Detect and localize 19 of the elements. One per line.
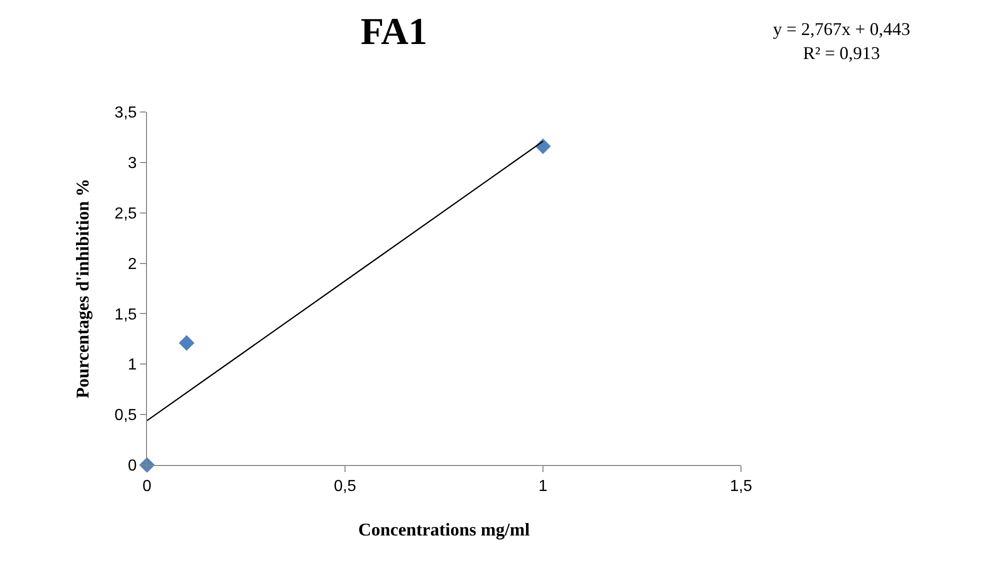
y-tick-label: 2,5	[114, 205, 137, 222]
x-tick-label: 0,5	[334, 478, 356, 496]
x-tick-label: 0	[142, 478, 152, 496]
y-tick-label: 1	[128, 356, 137, 374]
chart-title: FA1	[360, 11, 428, 54]
y-tick-label: 0,5	[114, 407, 137, 424]
y-tick-label: 1,5	[114, 306, 137, 324]
y-tick-label: 3	[128, 155, 137, 172]
y-axis-title: Pourcentages d'inhibition %	[72, 178, 93, 398]
x-tick-label: 1,5	[730, 478, 752, 496]
text: R² = 0,913	[803, 43, 880, 63]
x-axis-title: Concentrations mg/ml	[358, 519, 530, 540]
y-tick-label: 3,5	[114, 104, 137, 122]
point	[535, 138, 551, 154]
y-tick-label: 0	[128, 458, 137, 475]
point	[178, 335, 194, 351]
y-tick-label: 2	[128, 256, 137, 273]
x-tick-label: 1	[538, 478, 548, 496]
text: y = 2,767x + 0,443	[773, 19, 910, 39]
